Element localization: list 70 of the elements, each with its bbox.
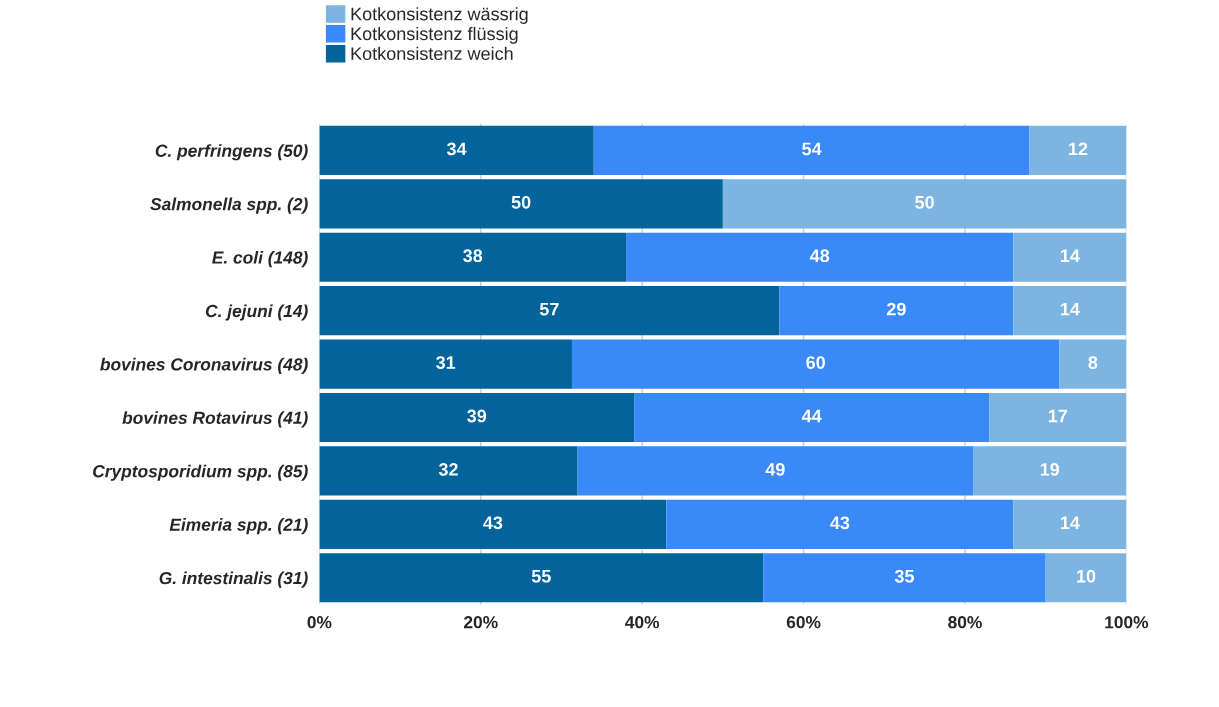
data-label: 32 xyxy=(438,463,458,476)
data-label: 60 xyxy=(806,356,825,369)
bar xyxy=(779,286,1014,336)
bar xyxy=(319,232,627,282)
data-label: 50 xyxy=(511,195,531,209)
x-tick-label: 20% xyxy=(464,616,498,629)
bar xyxy=(634,392,990,443)
y-tick-label: E. coli (148) xyxy=(212,250,308,268)
data-label: 35 xyxy=(894,569,914,583)
legend-label: Kotkonsistenz wässrig xyxy=(351,7,528,24)
data-label: 8 xyxy=(1088,356,1098,369)
y-tick-label: Eimeria spp. (21) xyxy=(169,518,308,535)
x-tick-label: 60% xyxy=(786,616,821,629)
data-label: 55 xyxy=(531,570,551,583)
data-label: 48 xyxy=(809,249,830,263)
bar xyxy=(577,446,974,496)
bar xyxy=(626,232,1014,282)
y-tick-label: G. intestinalis (31) xyxy=(159,571,308,588)
bar xyxy=(666,499,1014,549)
data-label: 43 xyxy=(483,516,503,530)
bar xyxy=(1059,339,1127,389)
data-label: 39 xyxy=(467,409,487,423)
bar xyxy=(989,392,1127,443)
y-tick-label: C. perfringens (50) xyxy=(155,144,308,161)
x-tick-label: 100% xyxy=(1105,616,1149,629)
bar xyxy=(1013,286,1127,336)
bar xyxy=(319,339,572,389)
bar xyxy=(593,125,1030,176)
y-tick-label: bovines Coronavirus (48) xyxy=(100,357,308,374)
bar xyxy=(319,179,723,229)
bar xyxy=(1013,232,1127,282)
y-tick-label: Salmonella spp. (2) xyxy=(150,197,308,214)
data-label: 50 xyxy=(915,195,934,209)
data-label: 49 xyxy=(765,463,785,476)
data-label: 14 xyxy=(1060,516,1080,530)
data-label: 29 xyxy=(886,302,906,316)
bar xyxy=(319,392,635,443)
bar xyxy=(571,339,1060,389)
x-tick-label: 80% xyxy=(948,616,982,629)
x-tick-label: 0% xyxy=(307,616,332,629)
bar xyxy=(1013,499,1127,549)
data-label: 10 xyxy=(1077,569,1096,583)
data-label: 12 xyxy=(1069,142,1088,156)
bar xyxy=(319,499,667,549)
bar xyxy=(319,446,578,496)
bar xyxy=(722,179,1127,229)
bar xyxy=(319,125,594,176)
bar xyxy=(763,553,1046,603)
data-label: 34 xyxy=(446,142,467,156)
data-label: 38 xyxy=(463,249,483,263)
data-label: 14 xyxy=(1060,249,1080,262)
data-label: 19 xyxy=(1040,463,1060,476)
bar xyxy=(1029,125,1127,176)
data-label: 44 xyxy=(801,409,822,423)
data-label: 54 xyxy=(802,142,822,156)
data-label: 31 xyxy=(436,356,456,369)
y-tick-label: bovines Rotavirus (41) xyxy=(122,411,308,428)
y-tick-label: Cryptosporidium spp. (85) xyxy=(93,464,308,481)
bar xyxy=(319,553,764,603)
bar xyxy=(1045,553,1127,603)
bar xyxy=(973,446,1127,496)
legend-label: Kotkonsistenz weich xyxy=(351,46,513,61)
legend-label: Kotkonsistenz flüssig xyxy=(351,26,518,44)
data-label: 43 xyxy=(830,516,850,530)
bar xyxy=(319,286,780,336)
data-label: 57 xyxy=(539,302,559,316)
data-label: 17 xyxy=(1048,409,1068,423)
x-tick-label: 40% xyxy=(625,616,660,629)
y-tick-label: C. jejuni (14) xyxy=(205,304,308,321)
data-label: 14 xyxy=(1060,302,1080,316)
